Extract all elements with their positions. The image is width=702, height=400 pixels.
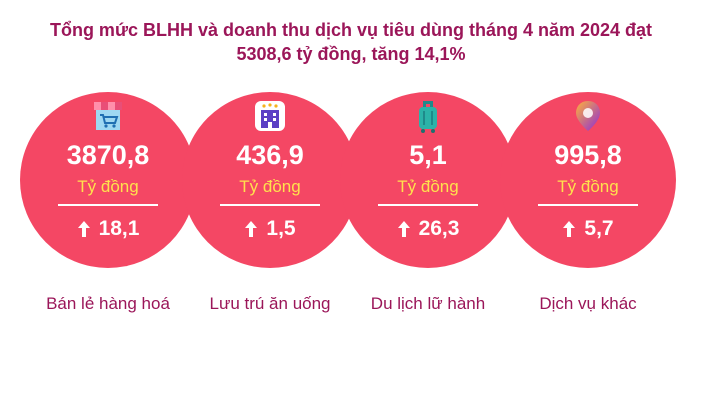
growth-value: 1,5 — [266, 217, 296, 240]
arrow-up-icon — [245, 221, 258, 238]
stat-circle-accommodation: 436,9 Tỷ đồng 1,5 — [182, 92, 358, 268]
stat-value: 3870,8 — [66, 140, 150, 170]
stat-circle-travel: 5,1 Tỷ đồng 26,3 — [340, 92, 516, 268]
category-label-other-services: Dịch vụ khác — [539, 294, 637, 313]
stat-value: 995,8 — [554, 140, 622, 170]
stat-unit: Tỷ đồng — [557, 177, 619, 196]
growth-value: 26,3 — [418, 217, 460, 240]
stat-value: 436,9 — [236, 140, 304, 170]
divider — [220, 204, 320, 206]
stat-unit: Tỷ đồng — [239, 177, 301, 196]
shop-icon — [90, 98, 126, 134]
stat-unit: Tỷ đồng — [397, 177, 459, 196]
stat-growth: 18,1 — [20, 216, 196, 242]
stat-growth: 26,3 — [340, 216, 516, 242]
hotel-icon — [252, 98, 288, 134]
divider — [378, 204, 478, 206]
category-label-accommodation: Lưu trú ăn uống — [209, 294, 331, 313]
infographic-title: Tổng mức BLHH và doanh thu dịch vụ tiêu … — [49, 20, 653, 64]
stat-circle-other-services: 995,8 Tỷ đồng 5,7 — [500, 92, 676, 268]
arrow-up-icon — [77, 221, 90, 238]
stat-growth: 5,7 — [500, 216, 676, 242]
divider — [58, 204, 158, 206]
arrow-up-icon — [397, 221, 410, 238]
divider — [538, 204, 638, 206]
growth-value: 5,7 — [584, 217, 614, 240]
arrow-up-icon — [563, 221, 576, 238]
luggage-icon — [410, 98, 446, 134]
stat-unit: Tỷ đồng — [77, 177, 139, 196]
stat-circle-retail: 3870,8 Tỷ đồng 18,1 — [20, 92, 196, 268]
category-label-travel: Du lịch lữ hành — [370, 294, 486, 313]
category-label-retail: Bán lẻ hàng hoá — [46, 294, 170, 313]
stat-value: 5,1 — [409, 140, 447, 170]
location-pin-icon — [570, 98, 606, 134]
stat-growth: 1,5 — [182, 216, 358, 242]
growth-value: 18,1 — [98, 217, 140, 240]
